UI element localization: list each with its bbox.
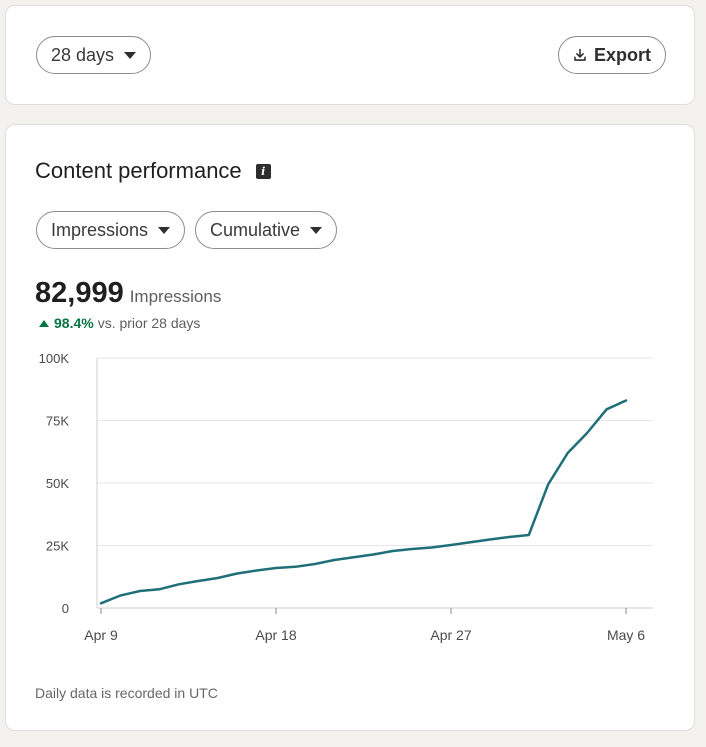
mode-dropdown-label: Cumulative [210, 219, 301, 240]
metric-dropdown[interactable]: Impressions [36, 211, 186, 249]
toolbar-card: 28 days Export [5, 5, 695, 105]
impressions-series-line [99, 399, 628, 605]
x-tick-label: May 6 [607, 627, 645, 643]
download-icon [574, 48, 586, 61]
export-button[interactable]: Export [558, 36, 666, 74]
x-tick-label: Apr 18 [255, 627, 296, 643]
chevron-down-icon [310, 226, 323, 234]
mode-dropdown[interactable]: Cumulative [195, 211, 338, 249]
y-tick-label: 50K [46, 476, 69, 491]
date-range-label: 28 days [51, 44, 115, 65]
metric-summary: 82,999 Impressions [35, 277, 221, 310]
y-tick-label: 25K [46, 539, 69, 554]
info-icon[interactable]: i [255, 163, 271, 179]
y-tick-label: 100K [39, 351, 70, 366]
card-title: Content performance [35, 158, 242, 183]
x-tick-label: Apr 9 [84, 627, 118, 643]
card-header: Content performance i [35, 158, 271, 184]
footnote: Daily data is recorded in UTC [35, 685, 218, 701]
chevron-down-icon [158, 226, 171, 234]
y-tick-label: 75K [46, 414, 69, 429]
y-tick-label: 0 [62, 601, 69, 616]
delta-percent: 98.4% [54, 315, 94, 331]
export-label: Export [593, 44, 651, 65]
x-tick-label: Apr 27 [430, 627, 471, 643]
total-label: Impressions [129, 287, 222, 306]
total-value: 82,999 [35, 277, 124, 309]
date-range-dropdown[interactable]: 28 days [36, 36, 152, 74]
content-performance-card: Content performance i Impressions Cumula… [5, 124, 695, 731]
arrow-up-icon [39, 319, 49, 327]
chevron-down-icon [124, 51, 137, 59]
impressions-chart: 0 25K 50K 75K 100K Apr 9 Apr 18 Apr 27 May 6 [39, 351, 653, 643]
delta-row: 98.4% vs. prior 28 days [39, 315, 200, 331]
metric-dropdown-label: Impressions [51, 219, 149, 240]
delta-text: vs. prior 28 days [97, 315, 201, 331]
